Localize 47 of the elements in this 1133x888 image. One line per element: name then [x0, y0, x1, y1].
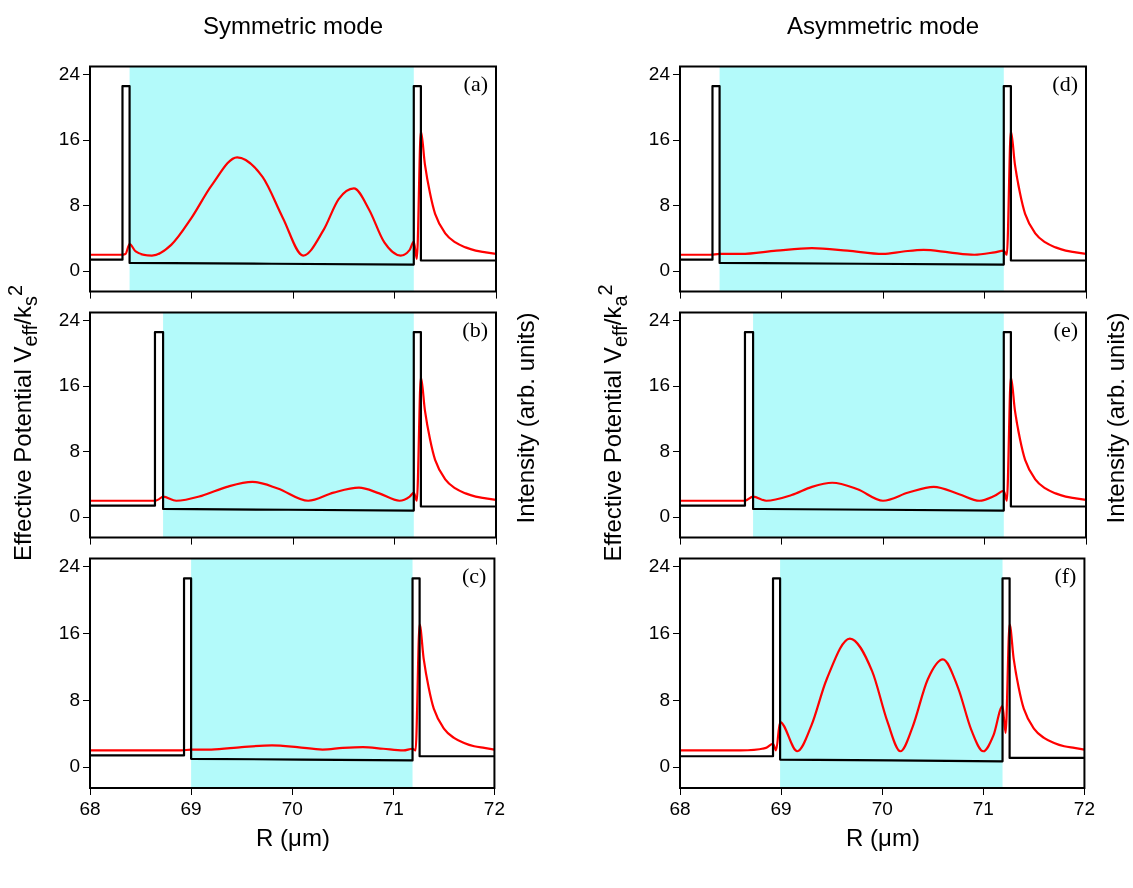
- annotation: (d): [1052, 71, 1078, 97]
- y-tick-label: 8: [659, 688, 670, 710]
- y-tick-label: 16: [648, 621, 670, 643]
- annotation: (b): [462, 317, 488, 343]
- y-tick-label: 8: [69, 688, 80, 710]
- x-tick-label: 70: [281, 797, 303, 819]
- y-tick-label: 0: [659, 755, 670, 777]
- chart-title: Asymmetric mode: [785, 12, 980, 40]
- y-tick-label: 16: [648, 374, 670, 396]
- x-tick-label: 69: [770, 797, 792, 819]
- y-tick-label: 24: [648, 62, 671, 84]
- y-tick-label: 0: [69, 755, 80, 777]
- x-tick-label: 69: [180, 797, 202, 819]
- y-tick-label: 24: [58, 62, 81, 84]
- y-tick-label: 16: [58, 374, 80, 396]
- y2-axis-title: Intensity (arb. units): [1102, 311, 1130, 526]
- chart-title: Symmetric mode: [201, 12, 384, 40]
- y-tick-label: 24: [648, 308, 671, 330]
- y-tick-label: 0: [659, 505, 670, 527]
- y-tick-label: 0: [69, 259, 80, 281]
- y2-axis-title: Intensity (arb. units): [512, 311, 540, 526]
- y-tick-label: 8: [659, 439, 670, 461]
- y-tick-label: 0: [69, 505, 80, 527]
- y-tick-label: 8: [69, 193, 80, 215]
- x-tick-label: 70: [871, 797, 893, 819]
- x-tick-label: 68: [669, 797, 691, 819]
- annotation: (c): [462, 563, 487, 589]
- y-tick-label: 8: [69, 439, 80, 461]
- x-tick-label: 72: [483, 797, 505, 819]
- y-tick-label: 16: [58, 621, 80, 643]
- y-tick-label: 24: [648, 554, 671, 576]
- y-tick-label: 16: [58, 128, 80, 150]
- line-series: [680, 623, 1085, 753]
- annotation: (f): [1054, 563, 1077, 589]
- y-tick-label: 24: [58, 554, 81, 576]
- x-tick-label: 68: [79, 797, 101, 819]
- x-tick-label: 72: [1073, 797, 1095, 819]
- x-tick-label: 71: [972, 797, 994, 819]
- annotation: (e): [1053, 317, 1078, 343]
- x-tick-label: 71: [382, 797, 404, 819]
- y-tick-label: 0: [659, 259, 670, 281]
- y-tick-label: 24: [58, 308, 81, 330]
- y-tick-label: 16: [648, 128, 670, 150]
- x-axis-title: R (μm): [845, 824, 921, 852]
- annotation: (a): [463, 71, 488, 97]
- x-axis-title: R (μm): [255, 824, 331, 852]
- y-tick-label: 8: [659, 193, 670, 215]
